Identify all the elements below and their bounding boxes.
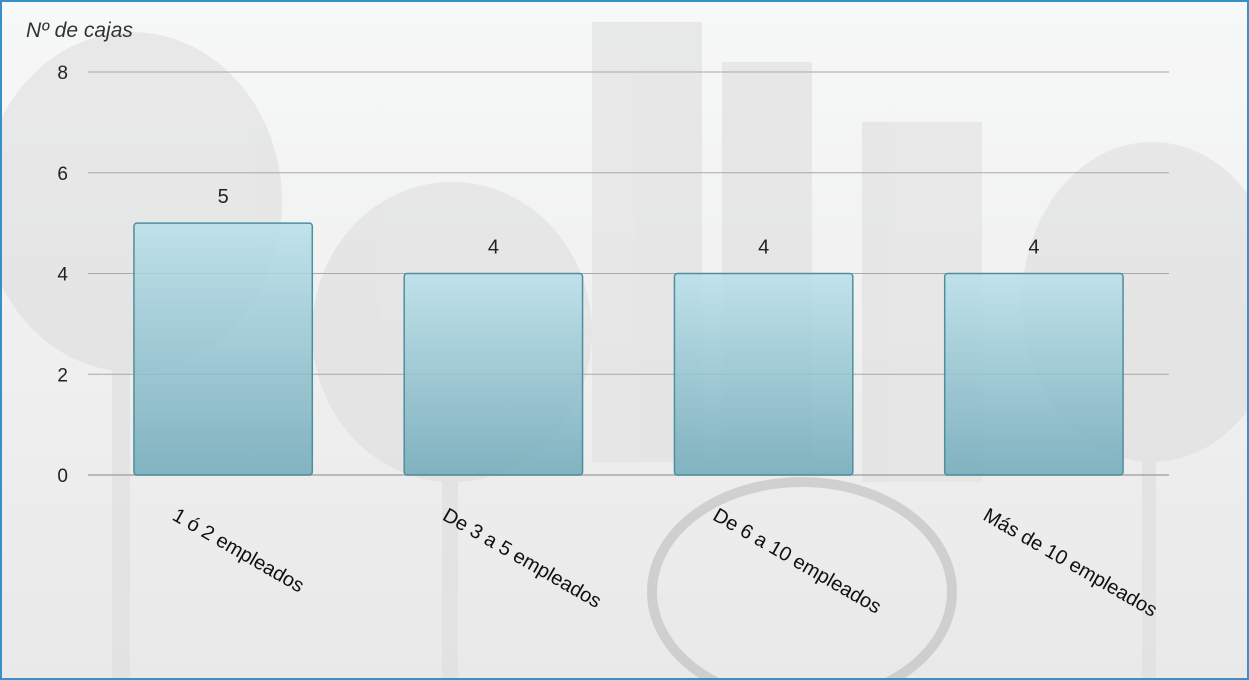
y-axis-title: Nº de cajas xyxy=(26,19,133,42)
x-tick-label: Más de 10 empleados xyxy=(979,504,1160,621)
x-tick-label: 1 ó 2 empleados xyxy=(169,504,308,597)
bar xyxy=(403,272,584,476)
y-tick-label: 4 xyxy=(57,265,68,286)
bar xyxy=(133,222,314,476)
y-tick-label: 6 xyxy=(57,164,68,185)
y-tick-label: 8 xyxy=(57,63,68,84)
x-tick-label: De 3 a 5 empleados xyxy=(439,504,605,613)
data-label: 4 xyxy=(488,237,499,259)
y-tick-label: 2 xyxy=(57,365,68,386)
bar xyxy=(943,272,1124,476)
bar xyxy=(673,272,854,476)
data-label: 5 xyxy=(218,186,229,208)
x-tick-label: De 6 a 10 empleados xyxy=(709,504,885,618)
data-label: 4 xyxy=(1028,237,1039,259)
y-tick-label: 0 xyxy=(57,466,68,487)
data-label: 4 xyxy=(758,237,769,259)
